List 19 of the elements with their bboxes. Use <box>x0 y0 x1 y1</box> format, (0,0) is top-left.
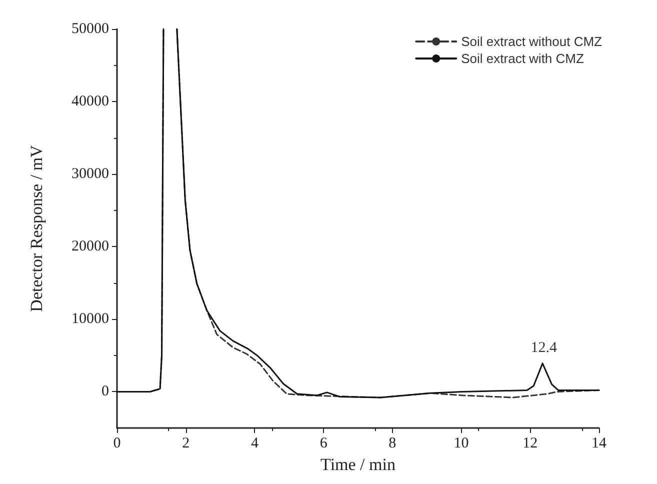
legend-label: Soil extract with CMZ <box>461 51 584 66</box>
x-tick-label: 10 <box>454 436 469 452</box>
y-axis-title: Detector Response / mV <box>27 144 46 312</box>
legend-label: Soil extract without CMZ <box>461 34 602 49</box>
x-tick-label: 14 <box>592 436 607 452</box>
y-tick-label: 40000 <box>72 94 109 110</box>
x-tick-label: 6 <box>320 436 328 452</box>
annotation: 12.4 <box>530 340 558 356</box>
y-tick-label: 50000 <box>72 21 109 37</box>
x-tick-label: 4 <box>250 436 259 452</box>
y-tick-label: 0 <box>102 384 109 400</box>
y-tick-label: 30000 <box>72 166 109 182</box>
x-tick-label: 12 <box>522 436 538 452</box>
x-axis-title: Time / min <box>320 454 396 474</box>
y-tick-label: 10000 <box>72 311 109 328</box>
x-tick-label: 2 <box>182 436 190 452</box>
x-tick-label: 0 <box>113 436 121 452</box>
x-tick-label: 8 <box>388 436 396 452</box>
y-tick-label: 20000 <box>72 238 109 255</box>
